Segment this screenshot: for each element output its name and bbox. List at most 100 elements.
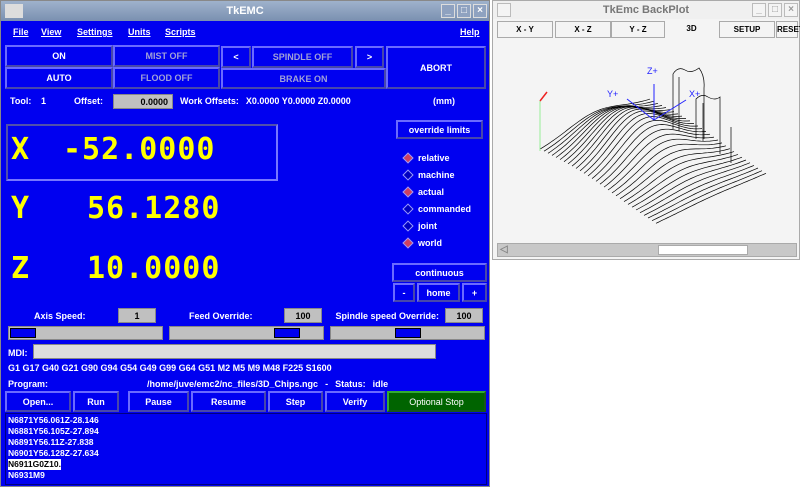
- toolpath-line: [551, 105, 663, 156]
- radio-diamond-icon[interactable]: [402, 220, 414, 232]
- toolpath-line: [599, 128, 711, 185]
- work-offsets-row: Work Offsets: X0.0000 Y0.0000 Z0.0000: [180, 96, 351, 106]
- toolpath-line: [607, 138, 719, 191]
- toolpath-line: [639, 162, 751, 214]
- toolpath-line: [595, 124, 707, 182]
- axis-speed-field[interactable]: 1: [118, 308, 156, 323]
- radio-diamond-icon[interactable]: [402, 203, 414, 215]
- on-button[interactable]: ON: [5, 45, 113, 67]
- close-button[interactable]: ×: [784, 3, 798, 17]
- program-button-resume[interactable]: Resume: [191, 391, 266, 412]
- backplot-tab-xz[interactable]: X - Z: [555, 21, 611, 38]
- display-option-joint[interactable]: joint: [402, 220, 437, 232]
- y-axis-label: Y+: [607, 89, 618, 99]
- display-option-relative[interactable]: relative: [402, 152, 450, 164]
- brake-button[interactable]: BRAKE ON: [221, 68, 386, 89]
- status-value: idle: [372, 379, 389, 389]
- spindle-button[interactable]: SPINDLE OFF: [252, 46, 353, 68]
- offset-label: Offset:: [74, 96, 103, 106]
- jog-mode-button[interactable]: continuous: [392, 263, 487, 282]
- display-option-world[interactable]: world: [402, 237, 442, 249]
- program-button-pause[interactable]: Pause: [128, 391, 189, 412]
- maximize-button[interactable]: □: [768, 3, 782, 17]
- status-label: Status:: [335, 379, 366, 389]
- menu-scripts[interactable]: Scripts: [165, 27, 196, 37]
- program-button-optional-stop[interactable]: Optional Stop: [387, 391, 486, 412]
- abort-button[interactable]: ABORT: [386, 46, 486, 89]
- radio-diamond-icon[interactable]: [402, 169, 414, 181]
- spindle-override-label: Spindle speed Override:: [335, 311, 439, 321]
- mist-button[interactable]: MIST OFF: [113, 45, 220, 67]
- program-line[interactable]: N6891Y56.11Z-27.838: [8, 437, 94, 447]
- tkemc-window: TkEMC _ □ × File View Settings Units Scr…: [0, 0, 490, 487]
- backplot-tab-yz[interactable]: Y - Z: [611, 21, 665, 38]
- minimize-button[interactable]: _: [752, 3, 766, 17]
- program-button-run[interactable]: Run: [73, 391, 119, 412]
- close-button[interactable]: ×: [473, 4, 487, 18]
- x-dro-box: [6, 124, 278, 181]
- program-line[interactable]: N6901Y56.128Z-27.634: [8, 448, 99, 458]
- feed-override-slider[interactable]: [169, 326, 324, 340]
- program-line[interactable]: N6931M9: [8, 470, 45, 480]
- display-option-actual[interactable]: actual: [402, 186, 444, 198]
- scroll-left-icon[interactable]: ◁: [500, 244, 508, 255]
- minimize-button[interactable]: _: [441, 4, 455, 18]
- backplot-title: TkEmc BackPlot: [602, 4, 690, 16]
- toolpath-line: [623, 151, 735, 202]
- option-label: world: [418, 238, 442, 248]
- home-button[interactable]: home: [417, 283, 460, 302]
- toolpath-line: [567, 106, 679, 165]
- program-button-step[interactable]: Step: [268, 391, 323, 412]
- backplot-tab-xy[interactable]: X - Y: [497, 21, 553, 38]
- scrollbar-thumb[interactable]: [658, 245, 748, 255]
- slider-handle[interactable]: [273, 328, 300, 338]
- mdi-input[interactable]: [33, 344, 436, 359]
- radio-diamond-icon[interactable]: [402, 237, 414, 249]
- tool-label: Tool:: [10, 96, 32, 106]
- window-menu-icon[interactable]: [5, 4, 23, 18]
- horizontal-scrollbar[interactable]: ◁: [497, 243, 797, 257]
- program-line[interactable]: N6881Y56.105Z-27.894: [8, 426, 99, 436]
- toolpath-line: [635, 159, 747, 211]
- auto-button[interactable]: AUTO: [5, 67, 113, 89]
- backplot-tab-reset[interactable]: RESET: [776, 21, 800, 38]
- axis-speed-label: Axis Speed:: [34, 311, 86, 321]
- program-button-open[interactable]: Open...: [5, 391, 71, 412]
- slider-handle[interactable]: [10, 328, 36, 338]
- program-label: Program:: [8, 379, 49, 389]
- maximize-button[interactable]: □: [457, 4, 471, 18]
- menu-help[interactable]: Help: [460, 27, 480, 37]
- flood-button[interactable]: FLOOD OFF: [113, 67, 220, 89]
- menu-units[interactable]: Units: [128, 27, 151, 37]
- display-option-commanded[interactable]: commanded: [402, 203, 471, 215]
- toolpath-line: [563, 106, 675, 162]
- override-limits-button[interactable]: override limits: [396, 120, 483, 139]
- jog-plus-button[interactable]: +: [462, 283, 487, 302]
- menu-settings[interactable]: Settings: [77, 27, 113, 37]
- jog-minus-button[interactable]: -: [393, 283, 415, 302]
- menu-view[interactable]: View: [41, 27, 62, 37]
- z-axis-label: Z+: [647, 66, 658, 76]
- spindle-override-field[interactable]: 100: [445, 308, 483, 323]
- window-menu-icon[interactable]: [497, 3, 511, 17]
- program-line[interactable]: N6911G0Z10.: [8, 459, 61, 470]
- spindle-increase-button[interactable]: >: [355, 46, 384, 68]
- axis-speed-slider[interactable]: [8, 326, 163, 340]
- menu-file[interactable]: File: [13, 27, 29, 37]
- offset-field[interactable]: 0.0000: [113, 94, 173, 109]
- spindle-override-slider[interactable]: [330, 326, 485, 340]
- backplot-canvas[interactable]: Z+ Y+ X+: [493, 39, 799, 241]
- spindle-decrease-button[interactable]: <: [221, 46, 251, 68]
- program-line[interactable]: N6871Y56.061Z-28.146: [8, 415, 99, 425]
- slider-handle[interactable]: [394, 328, 421, 338]
- radio-diamond-icon[interactable]: [402, 186, 414, 198]
- feed-override-field[interactable]: 100: [284, 308, 322, 323]
- radio-diamond-icon[interactable]: [402, 152, 414, 164]
- backplot-tab-3d[interactable]: 3D: [686, 24, 697, 33]
- work-offsets-value: X0.0000 Y0.0000 Z0.0000: [245, 96, 351, 106]
- backplot-tab-setup[interactable]: SETUP: [719, 21, 775, 38]
- program-button-verify[interactable]: Verify: [325, 391, 385, 412]
- display-option-machine[interactable]: machine: [402, 169, 455, 181]
- toolpath-line: [587, 116, 699, 177]
- program-listing[interactable]: [5, 413, 487, 485]
